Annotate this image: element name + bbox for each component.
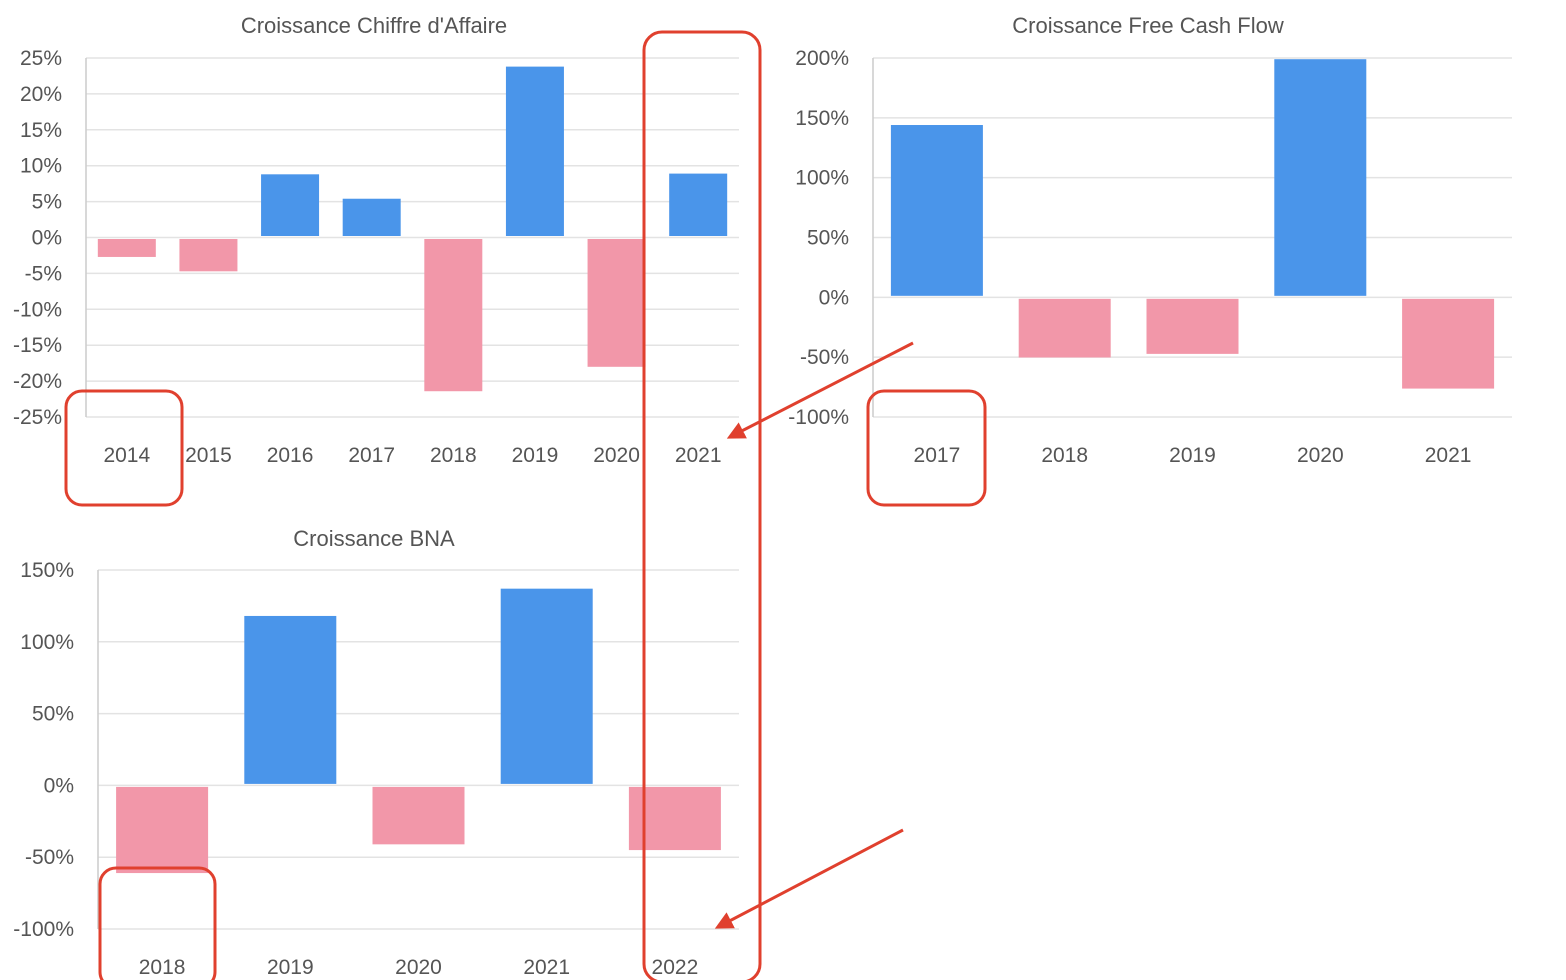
x-tick-label: 2017 [914, 444, 961, 467]
x-tick-label: 2021 [1425, 444, 1472, 467]
y-tick-label: 25% [20, 47, 62, 70]
bar-2019[interactable] [505, 66, 564, 236]
bar-2019[interactable] [244, 615, 337, 784]
x-tick-label: 2020 [395, 956, 442, 979]
bar-2020[interactable] [372, 786, 465, 845]
x-tick-label: 2014 [103, 444, 150, 467]
y-tick-label: 5% [32, 191, 62, 214]
y-tick-label: -5% [25, 262, 62, 285]
y-tick-label: -20% [13, 370, 62, 393]
bar-2018[interactable] [424, 239, 483, 392]
bar-2021[interactable] [1402, 298, 1495, 389]
fcf-chart-title: Croissance Free Cash Flow [1012, 13, 1284, 38]
x-tick-label: 2020 [1297, 444, 1344, 467]
bar-2017[interactable] [890, 125, 983, 296]
y-tick-label: 100% [795, 167, 849, 190]
arrow-to-bna-last-year [714, 828, 904, 929]
bar-2021[interactable] [669, 173, 728, 236]
x-tick-label: 2021 [675, 444, 722, 467]
bar-2019[interactable] [1146, 298, 1239, 354]
x-tick-label: 2022 [652, 956, 699, 979]
x-tick-label: 2021 [523, 956, 570, 979]
y-tick-label: -50% [800, 346, 849, 369]
y-tick-label: 0% [44, 774, 74, 797]
x-tick-label: 2015 [185, 444, 232, 467]
bar-2018[interactable] [116, 786, 209, 874]
highlight-fcf-first-year [866, 389, 987, 507]
x-tick-label: 2019 [267, 956, 314, 979]
y-tick-label: 15% [20, 119, 62, 142]
bar-2017[interactable] [342, 198, 401, 236]
highlight-last-year-column [642, 30, 762, 980]
bna-chart-title: Croissance BNA [293, 526, 455, 551]
x-tick-label: 2019 [512, 444, 559, 467]
y-tick-label: -100% [788, 406, 849, 429]
y-tick-label: 0% [32, 227, 62, 250]
bar-2018[interactable] [1018, 298, 1111, 358]
x-tick-label: 2017 [348, 444, 395, 467]
bar-2016[interactable] [261, 174, 320, 236]
arrow-to-revenue-last-year [726, 341, 914, 439]
x-tick-label: 2020 [593, 444, 640, 467]
x-tick-label: 2018 [1041, 444, 1088, 467]
y-tick-label: 10% [20, 155, 62, 178]
y-tick-label: 100% [20, 631, 74, 654]
x-tick-label: 2016 [267, 444, 314, 467]
bar-2015[interactable] [179, 239, 238, 272]
bar-2020[interactable] [587, 239, 646, 367]
y-tick-label: 200% [795, 47, 849, 70]
free-cash-flow-growth-chart: Croissance Free Cash Flow 200% 150% 100% 50… [788, 13, 1512, 467]
y-tick-label: -100% [13, 918, 74, 941]
y-tick-label: 0% [819, 286, 849, 309]
y-tick-label: -50% [25, 846, 74, 869]
y-tick-label: 50% [807, 227, 849, 250]
eps-growth-chart: Croissance BNA 150% 100% 50% 0% -50% -100% 201… [13, 526, 739, 979]
bar-2020[interactable] [1274, 59, 1367, 296]
highlight-revenue-first-year [64, 389, 184, 507]
x-tick-label: 2019 [1169, 444, 1216, 467]
highlight-bna-first-year [98, 866, 217, 980]
annotation-overlay [64, 30, 987, 980]
y-tick-label: -25% [13, 406, 62, 429]
y-tick-label: 50% [32, 703, 74, 726]
y-tick-label: -10% [13, 298, 62, 321]
y-tick-label: 150% [795, 107, 849, 130]
x-tick-label: 2018 [430, 444, 477, 467]
bar-2014[interactable] [97, 239, 156, 257]
revenue-chart-title: Croissance Chiffre d'Affaire [241, 13, 507, 38]
revenue-growth-chart: Croissance Chiffre d'Affaire 25% 20% 15% 10… [13, 13, 739, 467]
y-tick-label: 20% [20, 83, 62, 106]
x-tick-label: 2018 [139, 956, 186, 979]
bar-2021[interactable] [500, 588, 593, 784]
y-tick-label: 150% [20, 559, 74, 582]
y-tick-label: -15% [13, 334, 62, 357]
